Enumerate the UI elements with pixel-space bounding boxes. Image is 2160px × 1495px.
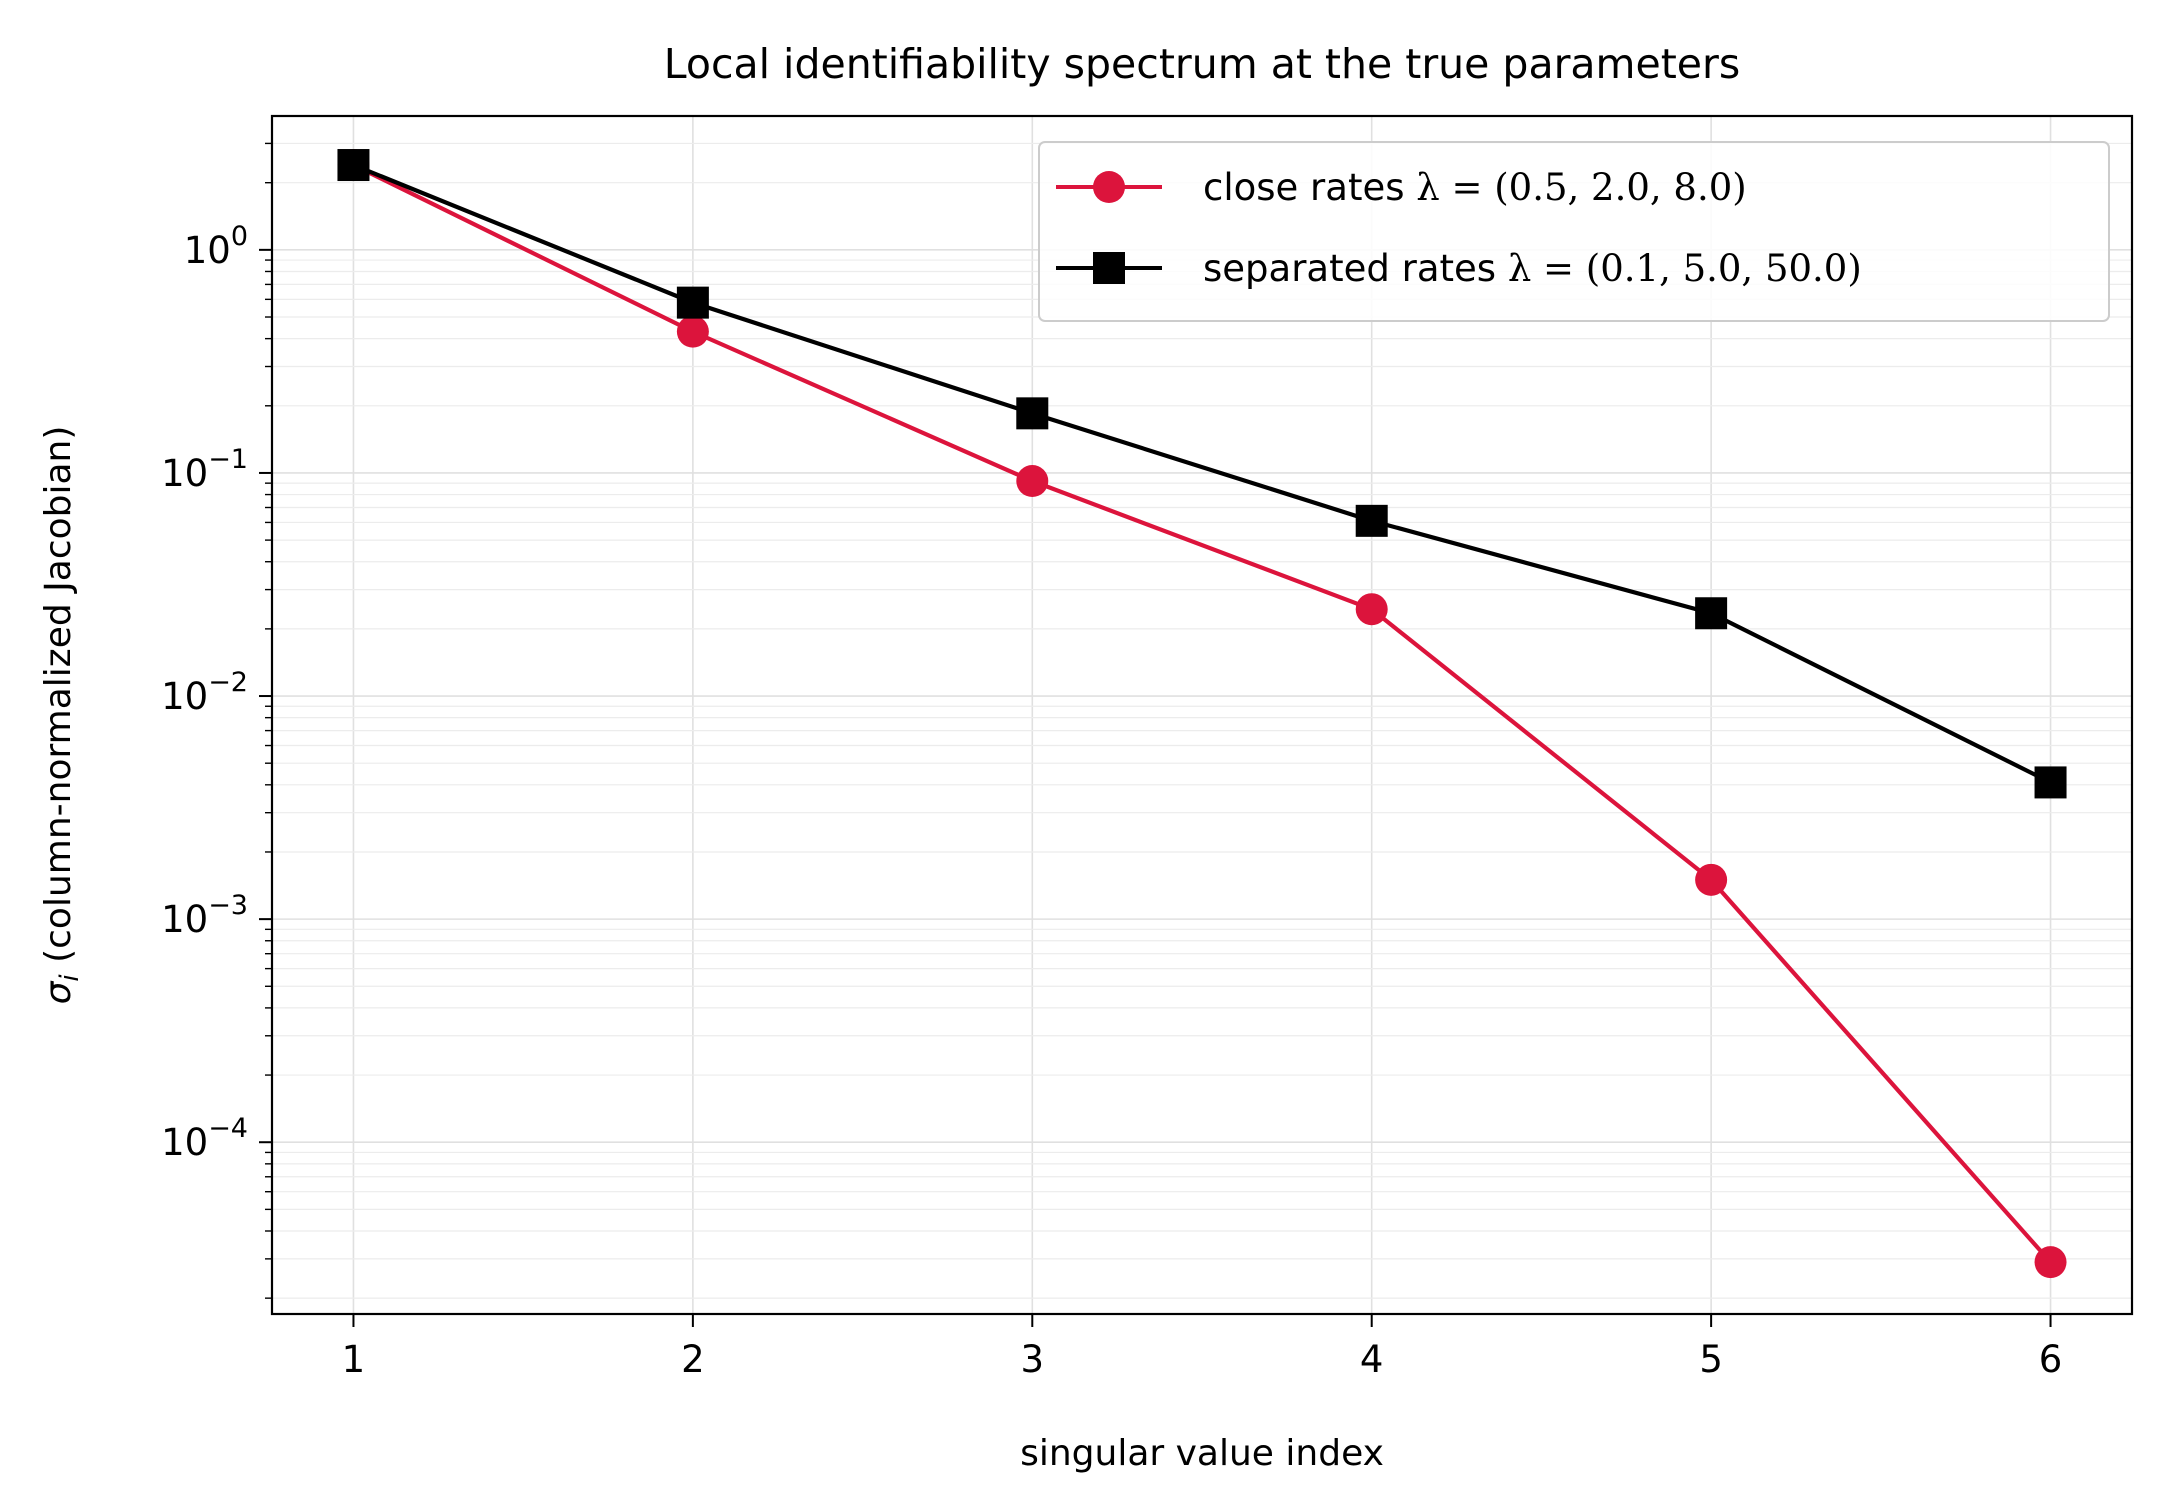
y-label-text: (column-normalized Jacobian)	[38, 426, 79, 975]
data-point	[337, 149, 370, 182]
chart-title: Local identifiability spectrum at the tr…	[664, 40, 1741, 88]
y-tick-label: 10−4	[161, 1113, 248, 1164]
series-line	[352, 163, 2052, 785]
legend-marker-separated-rates	[1093, 252, 1125, 284]
y-tick-label: 100	[184, 221, 248, 272]
data-point	[1695, 597, 1728, 630]
y-tick-exponent: −3	[208, 890, 248, 921]
x-tick-label: 6	[2039, 1338, 2063, 1381]
data-point	[1355, 504, 1388, 537]
y-tick-exponent: −1	[208, 444, 248, 475]
y-label-symbol: σ	[38, 980, 79, 1004]
series-separated-rates	[337, 149, 2067, 799]
legend-label-separated-rates: separated rates λ = (0.1, 5.0, 50.0)	[1203, 247, 1862, 290]
series-close-rates	[337, 149, 2067, 1279]
y-tick-label: 10−3	[161, 890, 248, 941]
legend-label-separated-rates-math: λ = (0.1, 5.0, 50.0)	[1508, 247, 1862, 290]
data-point	[2034, 766, 2067, 799]
y-label-subscript: i	[55, 974, 85, 982]
legend-label-separated-rates-text: separated rates	[1203, 247, 1508, 290]
y-tick-base: 10	[161, 452, 208, 495]
y-tick-label: 10−1	[161, 444, 248, 495]
data-point	[1695, 863, 1728, 896]
data-point	[676, 286, 709, 319]
y-tick-base: 10	[184, 229, 231, 272]
x-axis-label: singular value index	[1020, 1433, 1384, 1474]
legend-label-close-rates-text: close rates	[1203, 166, 1416, 209]
legend: close rates λ = (0.5, 2.0, 8.0) separate…	[1038, 141, 2110, 322]
series-layer	[337, 149, 2067, 1279]
series-line	[352, 163, 2053, 1264]
data-point	[1016, 397, 1049, 430]
x-tick-label: 5	[1699, 1338, 1723, 1381]
data-point	[676, 315, 709, 348]
data-point	[1016, 465, 1049, 498]
legend-label-close-rates-math: λ = (0.5, 2.0, 8.0)	[1416, 166, 1746, 209]
plot-frame	[270, 114, 2134, 1316]
y-tick-exponent: 0	[231, 221, 248, 252]
y-tick-base: 10	[161, 675, 208, 718]
data-point	[1355, 593, 1388, 626]
y-axis-label: σi (column-normalized Jacobian)	[38, 426, 85, 1005]
legend-marker-close-rates	[1093, 171, 1125, 203]
x-tick-label: 1	[342, 1338, 366, 1381]
data-point	[2034, 1246, 2067, 1279]
y-tick-exponent: −4	[208, 1113, 248, 1144]
y-tick-label: 10−2	[161, 667, 248, 718]
y-tick-exponent: −2	[208, 667, 248, 698]
x-tick-label: 3	[1021, 1338, 1045, 1381]
x-tick-label: 4	[1360, 1338, 1384, 1381]
y-tick-base: 10	[161, 1121, 208, 1164]
legend-label-close-rates: close rates λ = (0.5, 2.0, 8.0)	[1203, 166, 1747, 209]
x-tick-label: 2	[681, 1338, 705, 1381]
legend-box	[1038, 141, 2110, 322]
y-tick-base: 10	[161, 898, 208, 941]
